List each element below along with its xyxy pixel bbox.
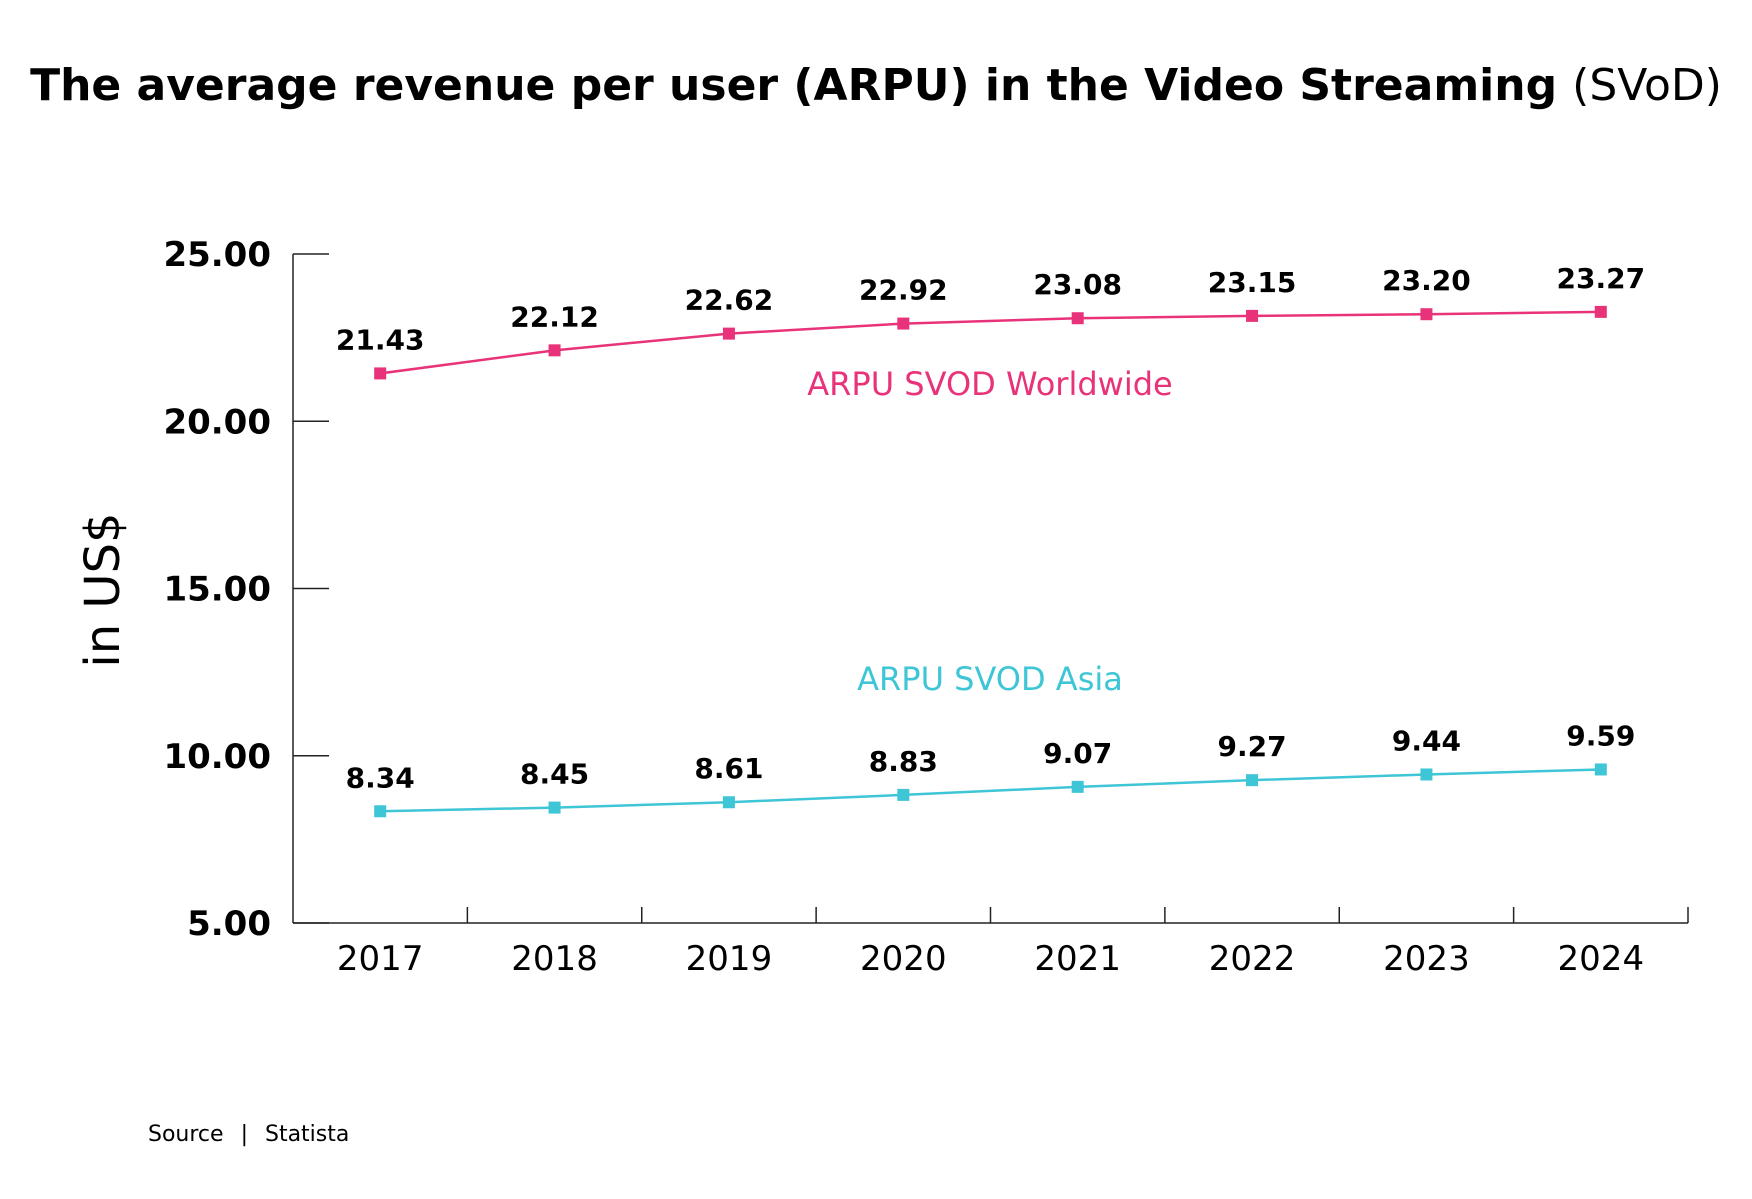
data-label: 21.43	[336, 323, 425, 356]
data-point-marker	[897, 317, 910, 330]
data-point-marker	[1420, 308, 1433, 321]
series-name-label: ARPU SVOD Asia	[857, 660, 1123, 698]
data-label: 22.92	[859, 274, 948, 307]
x-tick-label: 2021	[1034, 939, 1121, 979]
data-label: 8.45	[520, 758, 589, 791]
data-label: 23.27	[1557, 262, 1646, 295]
data-label: 22.62	[685, 284, 774, 317]
series-line	[380, 768, 1601, 813]
x-tick-label: 2020	[860, 939, 947, 979]
source-note: Source | Statista	[148, 1122, 349, 1147]
series-layer: 21.43 22.12 22.62 22.92 23.08 23.15 23.20 23.27…	[336, 262, 1646, 818]
y-axis-label: in US$	[75, 512, 131, 667]
source-name: Statista	[265, 1122, 349, 1147]
data-point-marker	[897, 788, 910, 801]
x-axis-ticks: 2017 2018 2019 2020 2021 2022 2023 2024	[337, 907, 1689, 979]
data-point-marker	[722, 796, 735, 809]
chart-title: The average revenue per user (ARPU) in t…	[30, 60, 1722, 111]
data-point-marker	[1594, 305, 1607, 318]
y-tick-label: 15.00	[163, 570, 271, 610]
x-tick-label: 2022	[1209, 939, 1296, 979]
series-name-label: ARPU SVOD Worldwide	[807, 365, 1172, 403]
y-tick-label: 5.00	[187, 904, 271, 944]
data-label: 23.15	[1208, 266, 1297, 299]
data-label: 23.20	[1382, 264, 1471, 297]
data-label: 9.59	[1566, 719, 1635, 752]
data-point-marker	[1420, 768, 1433, 781]
source-separator: |	[241, 1122, 248, 1147]
x-tick-label: 2024	[1558, 939, 1645, 979]
y-tick-label: 20.00	[163, 402, 271, 442]
y-tick-label: 10.00	[163, 737, 271, 777]
chart-title-main: The average revenue per user (ARPU) in t…	[30, 60, 1557, 111]
source-label: Source	[148, 1122, 224, 1147]
data-point-marker	[1246, 309, 1259, 322]
chart-title-suffix: (SVoD)	[1572, 60, 1722, 111]
data-label: 9.44	[1392, 724, 1461, 757]
x-tick-label: 2018	[511, 939, 598, 979]
x-tick-label: 2019	[686, 939, 773, 979]
data-label: 23.08	[1033, 268, 1122, 301]
data-point-marker	[1071, 780, 1084, 793]
data-label: 8.34	[346, 761, 415, 794]
y-axis-ticks: 25.00 20.00 15.00 10.00 5.00	[163, 235, 329, 944]
data-point-marker	[374, 805, 387, 818]
x-tick-label: 2017	[337, 939, 424, 979]
data-point-marker	[1594, 763, 1607, 776]
series-line	[380, 310, 1601, 375]
data-label: 9.27	[1218, 730, 1287, 763]
data-point-marker	[548, 801, 561, 814]
data-label: 8.83	[869, 745, 938, 778]
data-label: 8.61	[694, 752, 763, 785]
data-point-marker	[722, 327, 735, 340]
data-point-marker	[374, 367, 387, 380]
y-tick-label: 25.00	[163, 235, 271, 275]
data-point-marker	[1071, 312, 1084, 325]
data-label: 9.07	[1043, 737, 1112, 770]
data-point-marker	[1246, 774, 1259, 787]
x-tick-label: 2023	[1383, 939, 1470, 979]
data-point-marker	[548, 344, 561, 357]
data-label: 22.12	[510, 300, 599, 333]
